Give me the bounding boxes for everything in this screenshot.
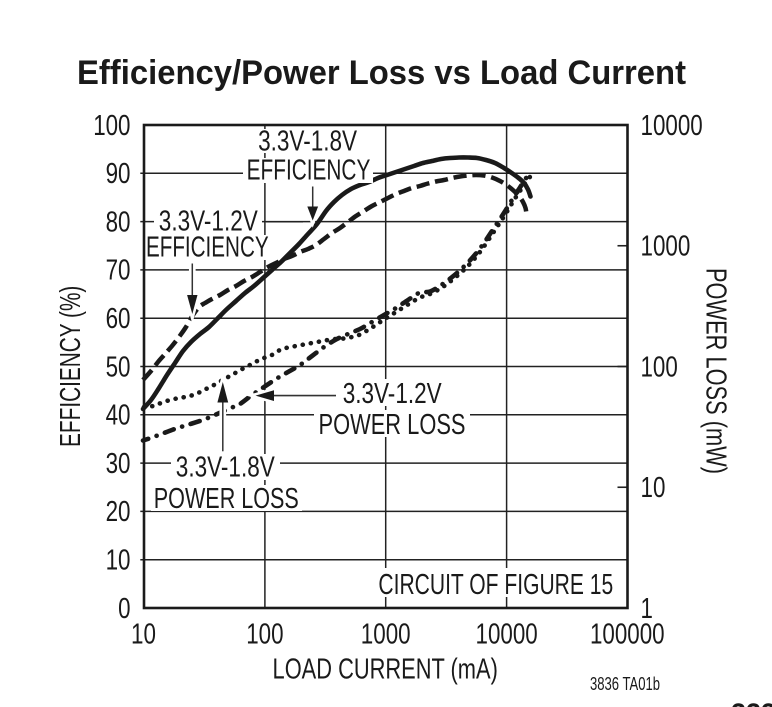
svg-text:3.3V-1.8V: 3.3V-1.8V bbox=[176, 452, 275, 484]
svg-text:3.3V-1.2V: 3.3V-1.2V bbox=[343, 378, 442, 410]
svg-text:LOAD CURRENT (mA): LOAD CURRENT (mA) bbox=[273, 654, 498, 686]
svg-text:0: 0 bbox=[118, 593, 130, 625]
svg-text:EFFICIENCY: EFFICIENCY bbox=[146, 232, 269, 264]
svg-text:10: 10 bbox=[106, 545, 131, 577]
svg-text:10000: 10000 bbox=[641, 110, 703, 142]
svg-text:3.3V-1.8V: 3.3V-1.8V bbox=[258, 126, 357, 158]
svg-text:30: 30 bbox=[106, 448, 131, 480]
svg-text:3836 TA01b: 3836 TA01b bbox=[590, 674, 660, 694]
svg-text:100: 100 bbox=[246, 619, 283, 651]
svg-text:EFFICIENCY (%): EFFICIENCY (%) bbox=[55, 286, 87, 447]
svg-text:1000: 1000 bbox=[361, 619, 411, 651]
svg-text:EFFICIENCY: EFFICIENCY bbox=[247, 155, 371, 187]
svg-text:70: 70 bbox=[106, 255, 131, 287]
svg-text:100: 100 bbox=[93, 110, 130, 142]
svg-text:Efficiency/Power Loss vs Load: Efficiency/Power Loss vs Load Current bbox=[77, 54, 686, 92]
svg-text:90: 90 bbox=[106, 158, 131, 190]
svg-text:1000: 1000 bbox=[641, 231, 691, 263]
svg-text:10000: 10000 bbox=[476, 619, 538, 651]
svg-text:10: 10 bbox=[641, 472, 666, 504]
svg-text:40: 40 bbox=[106, 400, 131, 432]
svg-text:333: 333 bbox=[731, 699, 772, 707]
svg-text:POWER LOSS: POWER LOSS bbox=[154, 483, 299, 515]
svg-text:100000: 100000 bbox=[590, 619, 665, 651]
svg-text:CIRCUIT OF FIGURE 15: CIRCUIT OF FIGURE 15 bbox=[378, 569, 613, 601]
svg-text:60: 60 bbox=[106, 303, 131, 335]
svg-text:3.3V-1.2V: 3.3V-1.2V bbox=[159, 206, 258, 238]
svg-text:20: 20 bbox=[106, 496, 131, 528]
svg-text:1: 1 bbox=[641, 593, 653, 625]
svg-text:100: 100 bbox=[641, 351, 678, 383]
svg-text:10: 10 bbox=[131, 619, 156, 651]
svg-text:80: 80 bbox=[106, 206, 131, 238]
svg-text:POWER LOSS (mW): POWER LOSS (mW) bbox=[700, 268, 732, 474]
svg-text:50: 50 bbox=[106, 351, 131, 383]
svg-text:POWER LOSS: POWER LOSS bbox=[319, 409, 466, 441]
